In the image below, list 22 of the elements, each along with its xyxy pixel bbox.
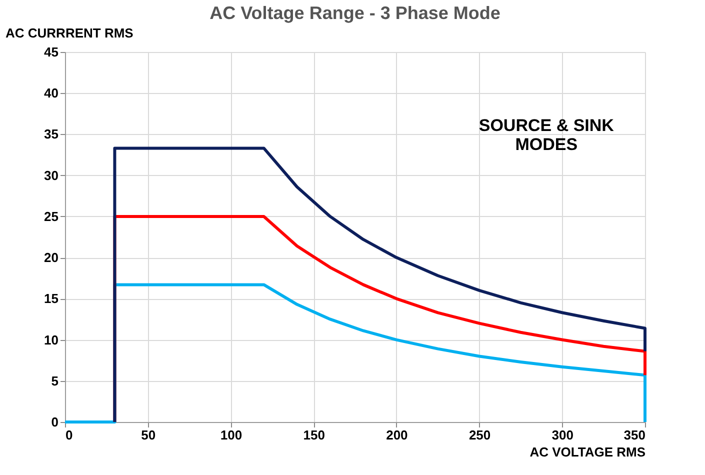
x-tick-label: 250 — [468, 428, 491, 442]
y-tick-label: 5 — [51, 373, 58, 388]
x-tick-label: 200 — [386, 428, 408, 442]
y-axis-title: AC CURRRENT RMS — [6, 26, 134, 40]
x-tick-label: 150 — [303, 428, 325, 442]
y-tick-label: 20 — [44, 250, 58, 266]
x-tick-label: 300 — [552, 428, 574, 442]
y-tick-label: 0 — [51, 414, 58, 430]
annotation: SOURCE & SINK MODES — [478, 116, 615, 154]
x-axis-title: AC VOLTAGE RMS — [530, 444, 646, 460]
x-tick-label: 50 — [141, 428, 156, 442]
y-tick-label: 15 — [44, 291, 58, 306]
y-tick-label: 45 — [44, 44, 58, 60]
chart-title: AC Voltage Range - 3 Phase Mode — [210, 3, 500, 23]
x-tick-label: 350 — [624, 428, 646, 442]
y-tick-label: 40 — [44, 86, 58, 101]
x-tick-label: 0 — [66, 428, 73, 442]
y-tick-label: 25 — [44, 208, 58, 224]
y-tick-label: 35 — [44, 126, 58, 142]
x-tick-label: 100 — [220, 428, 242, 442]
y-tick-label: 10 — [44, 332, 58, 348]
y-tick-label: 30 — [44, 168, 58, 183]
